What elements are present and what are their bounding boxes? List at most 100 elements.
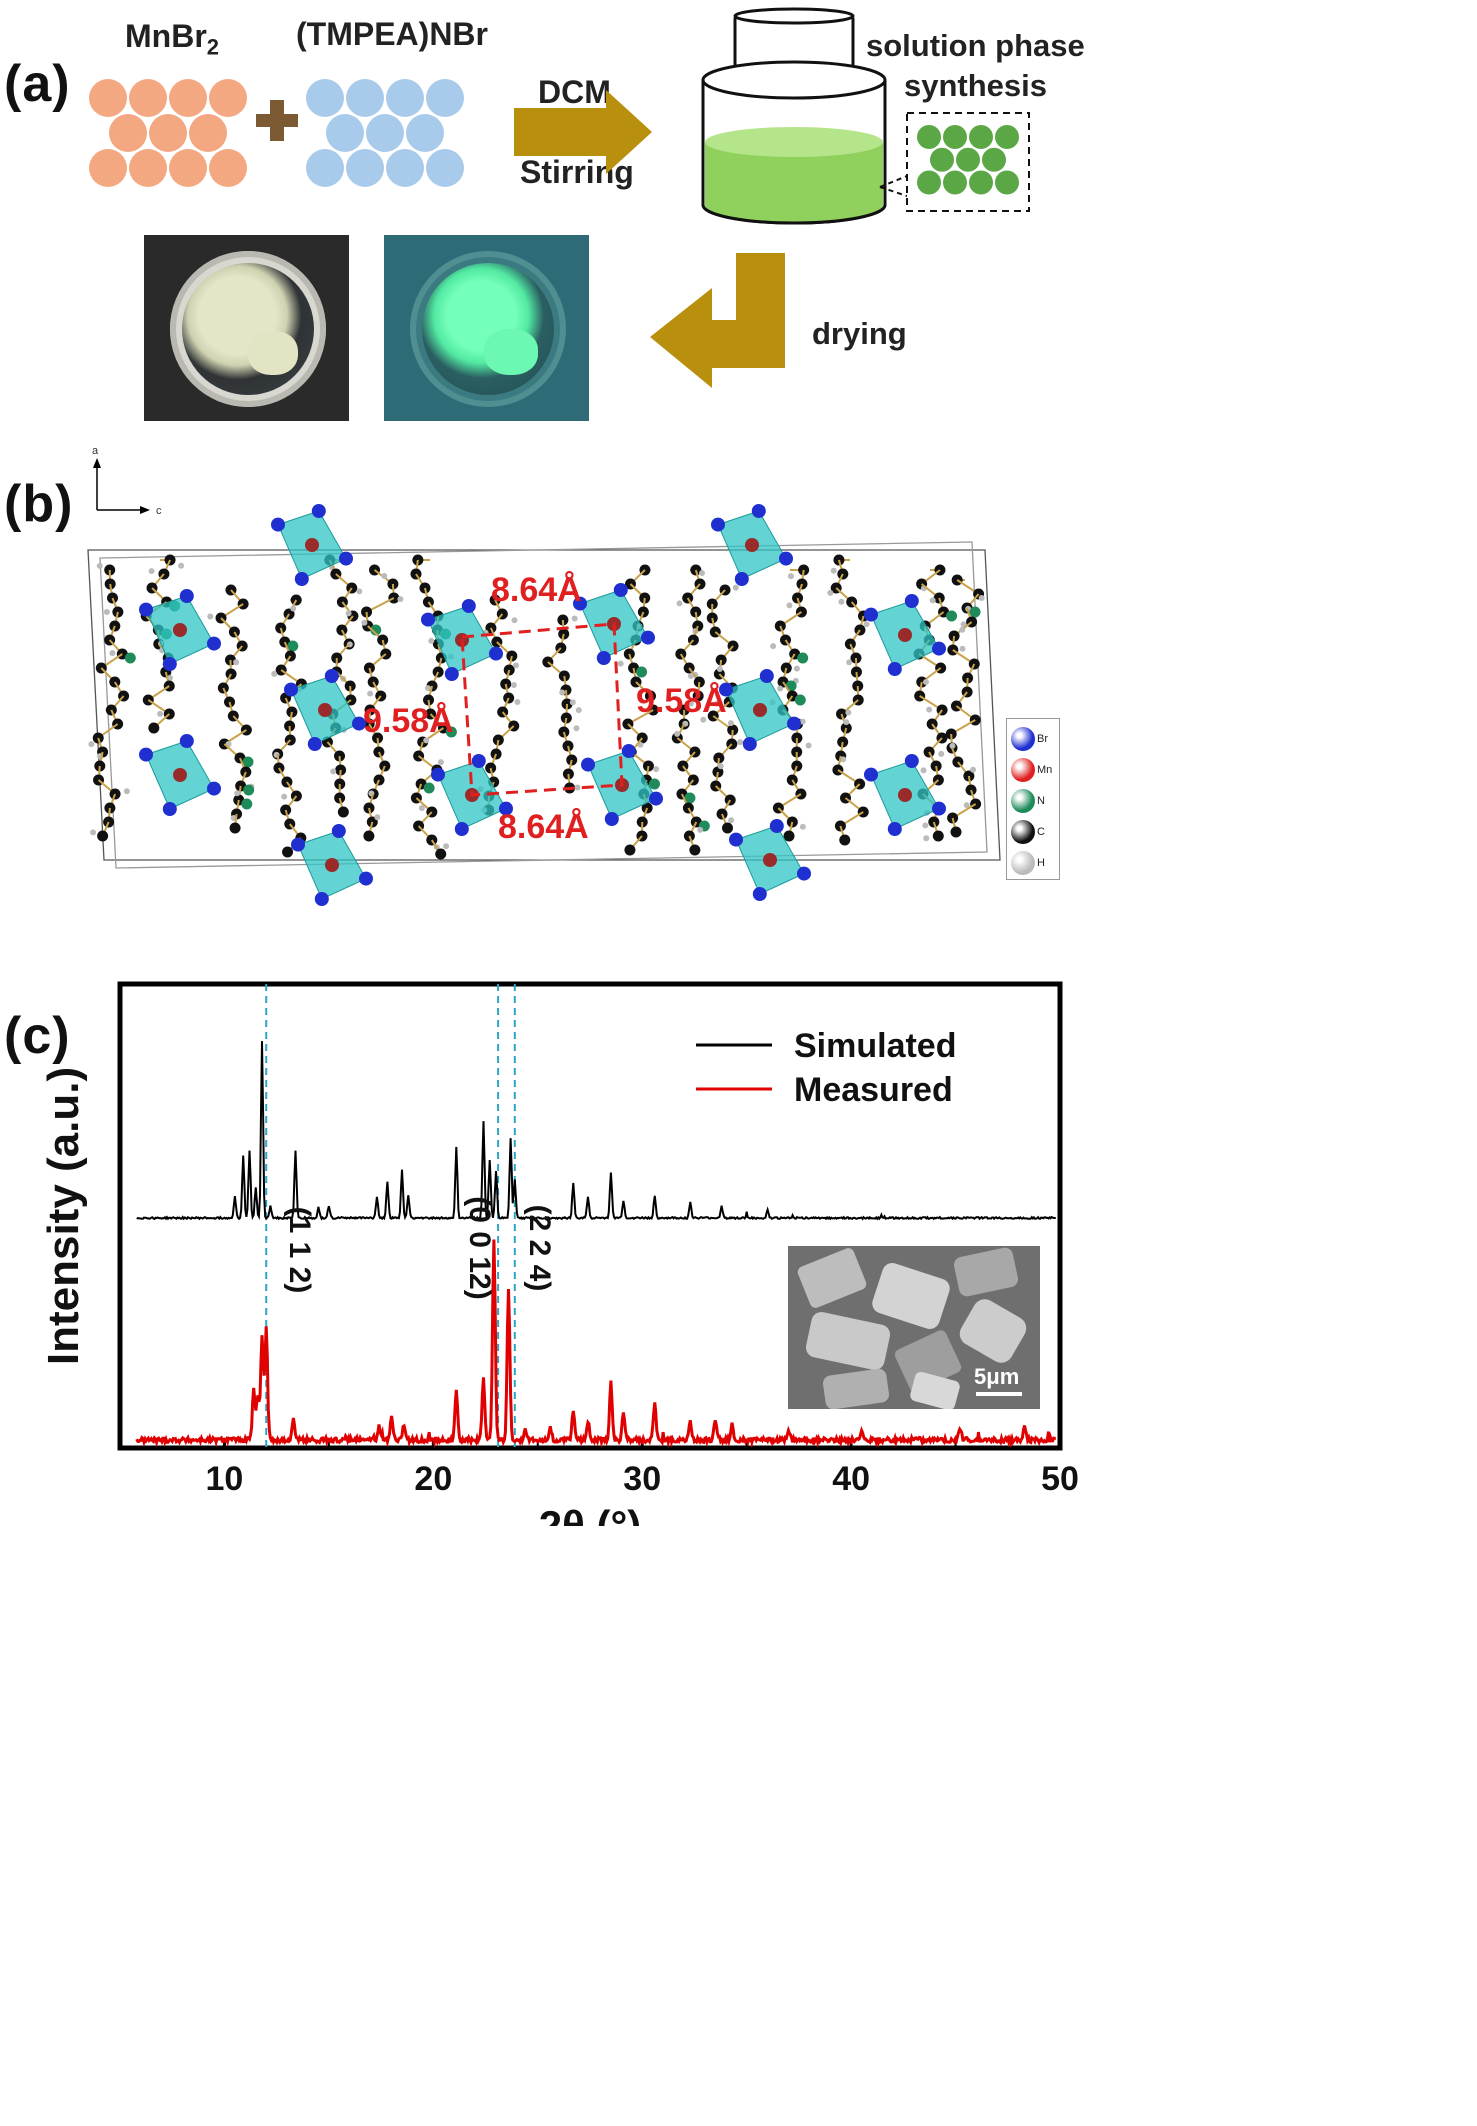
reagent-1-particle [209,149,247,187]
manganese-atom [318,703,332,717]
dish-uv [410,251,566,407]
reagent-2-particle [426,79,464,117]
bromine-atom [461,599,476,613]
x-tick-label: 50 [1041,1460,1079,1498]
carbon-atom [783,830,795,842]
hydrogen-atom [923,835,930,842]
bromine-atom [787,716,801,731]
hydrogen-atom [920,767,927,774]
reagent-1-particle [149,114,187,152]
bromine-atom [489,646,503,661]
reagent-2-label: (TMPEA)NBr [296,16,488,52]
hydrogen-atom [840,756,847,763]
scale-bar-label: 5μm [974,1364,1020,1389]
carbon-atom [229,822,241,834]
hydrogen-atom [770,643,777,650]
product-particle [969,125,993,149]
drying-label: drying [812,316,907,351]
nitrogen-atom [445,726,457,738]
x-tick-label: 30 [623,1460,661,1498]
bromine-atom [613,583,628,597]
hydrogen-atom [571,615,578,622]
manganese-atom [173,623,187,637]
bromine-atom [294,572,309,586]
legend-item-n: N [1011,787,1045,815]
hydrogen-atom [929,597,936,604]
nitrogen-atom [370,624,382,636]
hydrogen-atom [700,716,707,723]
bromine-atom [729,832,743,847]
reagent-1-particle [169,79,207,117]
beaker-caption-line1: solution phase [866,28,1085,63]
hydrogen-atom [207,613,214,620]
hydrogen-atom [963,802,970,809]
legend-swatch [1011,727,1035,751]
legend-item-br: Br [1011,725,1048,753]
element-legend: Br Mn N C H [1006,718,1060,880]
carbon-atom [644,690,656,702]
hydrogen-atom [926,706,933,713]
hydrogen-atom [345,610,352,617]
dish-daylight [170,251,326,407]
hydrogen-atom [830,567,837,574]
bromine-atom [359,871,373,886]
hydrogen-atom [234,790,241,797]
bromine-atom [421,612,435,627]
nitrogen-atom [242,756,254,768]
hydrogen-atom [728,817,735,824]
x-tick-label: 40 [832,1460,870,1498]
hydrogen-atom [737,739,744,746]
bromine-atom [751,504,766,518]
axis-a-label: a [92,445,99,457]
reagent-1-particle [129,79,167,117]
carbon-atom [721,822,733,834]
bromine-atom [431,767,445,782]
bromine-atom [604,812,619,826]
legend-swatch [1011,820,1035,844]
hydrogen-atom [381,573,388,580]
hydrogen-atom [617,660,624,667]
simulated-series-line [136,1041,1056,1221]
drying-arrow-icon [650,253,785,388]
hydrogen-atom [397,596,404,603]
product-particle [995,170,1019,195]
hydrogen-atom [569,699,576,706]
sem-inset-image: 5μm [788,1246,1040,1409]
carbon-atom [624,844,636,856]
carbon-atom [363,830,375,842]
hydrogen-atom [559,689,566,696]
distance-left-label: 9.58Å [363,702,454,740]
reagent-2-particle [426,149,464,187]
legend-label: Mn [1037,764,1053,776]
nitrogen-atom [797,652,809,664]
hydrogen-atom [793,665,800,672]
photo-uv [384,235,589,421]
panel-a-label: (a) [4,55,71,113]
molecules [88,554,985,860]
hydrogen-atom [433,720,440,727]
nitrogen-atom [648,778,660,790]
bromine-atom [759,669,774,683]
product-particle [917,170,941,195]
legend-label: N [1037,795,1045,807]
product-particle [982,147,1006,172]
reagent-1-particle [109,114,147,152]
hydrogen-atom [978,594,985,601]
carbon-atom [932,830,944,842]
carbon-atom [435,848,447,860]
reagent-1-subscript: 2 [206,34,220,60]
bromine-atom [581,757,595,772]
legend-swatch [1011,789,1035,813]
legend-item-h: H [1011,849,1045,877]
measured-series-line [135,1239,1056,1449]
carbon-atom [503,664,515,676]
bromine-atom [284,682,298,697]
xrd-chart: 10 20 30 40 50 2θ (°) Intensity (a.u.) (1 1 2) (… [39,981,1079,1526]
hydrogen-atom [437,759,444,766]
hydrogen-atom [827,589,834,596]
plot-frame [117,981,1063,1451]
hydrogen-atom [949,742,956,749]
bromine-atom [139,747,153,762]
legend-swatch [1011,758,1035,782]
hydrogen-atom [787,573,794,580]
